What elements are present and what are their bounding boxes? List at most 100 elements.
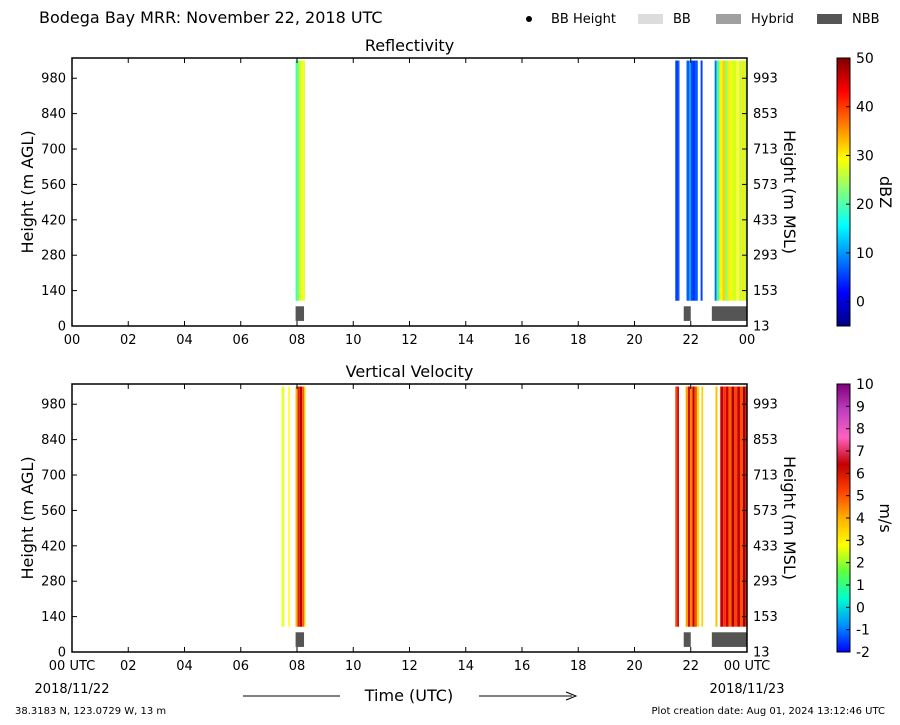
vertical-velocity-x-tick-label: 00 UTC [724, 659, 770, 674]
vertical-velocity-x-tick-label: 10 [345, 659, 362, 674]
reflectivity-data-column [736, 60, 740, 301]
vertical-velocity-data-column [694, 386, 697, 627]
vertical-velocity-nbb-marker [711, 632, 747, 647]
vertical-velocity-y-tick-label: 280 [41, 575, 66, 590]
vertical-velocity-data-column [715, 386, 718, 627]
reflectivity-data-column [686, 60, 690, 301]
reflectivity-colorbar [836, 57, 851, 327]
reflectivity-colorbar-tick-label: 0 [856, 295, 865, 311]
vertical-velocity-y-right-tick-label: 713 [753, 469, 778, 484]
reflectivity-y-tick-label: 700 [41, 143, 66, 158]
vertical-velocity-colorbar-tick-label: 1 [856, 578, 865, 594]
vertical-velocity-x-tick-label: 16 [514, 659, 531, 674]
legend-bb-height-marker [526, 16, 532, 22]
vertical-velocity-y-right-tick-label: 293 [753, 575, 778, 590]
reflectivity-data-column [714, 60, 717, 301]
vertical-velocity-y-tick-label: 0 [58, 646, 66, 661]
reflectivity-y-right-tick-label: 433 [753, 213, 778, 228]
date-start-label: 2018/11/22 [35, 682, 110, 697]
reflectivity-nbb-marker [683, 306, 691, 321]
vertical-velocity-x-tick-label: 08 [289, 659, 306, 674]
vertical-velocity-x-tick-label: 20 [626, 659, 643, 674]
creation-date-label: Plot creation date: Aug 01, 2024 13:12:4… [652, 706, 885, 717]
reflectivity-x-tick-label: 08 [289, 333, 306, 348]
vertical-velocity-data-column [701, 386, 704, 627]
reflectivity-x-tick-label: 00 [739, 333, 756, 348]
vertical-velocity-x-tick-label: 02 [120, 659, 137, 674]
vertical-velocity-y-right-tick-label: 13 [753, 646, 770, 661]
reflectivity-data-column [295, 60, 297, 301]
legend: BB Height BB Hybrid NBB [526, 12, 880, 27]
vertical-velocity-colorbar-tick-label: 5 [856, 489, 865, 505]
reflectivity-data-column [301, 60, 304, 301]
vertical-velocity-data-column [739, 386, 743, 627]
vertical-velocity-data-column [299, 386, 303, 627]
reflectivity-y-tick-label: 420 [41, 213, 66, 228]
reflectivity-y-axis-label: Height (m AGL) [18, 130, 37, 253]
reflectivity-data-column [675, 60, 679, 301]
reflectivity-data-column [693, 60, 695, 301]
reflectivity-data-column [716, 60, 720, 301]
reflectivity-data-column [297, 60, 300, 301]
reflectivity-colorbar-tick-label: 40 [856, 100, 874, 116]
vertical-velocity-data-column [737, 386, 740, 627]
vertical-velocity-data-column [720, 386, 724, 627]
legend-hybrid-swatch [716, 14, 741, 24]
reflectivity-data-column [694, 60, 698, 301]
reflectivity-y-tick-label: 560 [41, 178, 66, 193]
vertical-velocity-x-tick-label: 12 [401, 659, 418, 674]
reflectivity-data-column [722, 60, 726, 301]
reflectivity-colorbar-label: dBZ [876, 176, 895, 208]
reflectivity-x-tick-label: 10 [345, 333, 362, 348]
reflectivity-y-tick-label: 0 [58, 320, 66, 335]
vertical-velocity-colorbar-tick-label: 4 [856, 511, 865, 527]
x-axis-label: Time (UTC) [364, 686, 453, 705]
vertical-velocity-plot-frame [71, 383, 748, 653]
vertical-velocity-data-column [734, 386, 738, 627]
vertical-velocity-colorbar-tick-label: 8 [856, 422, 865, 438]
vertical-velocity-y-right-tick-label: 573 [753, 504, 778, 519]
reflectivity-y-tick-label: 140 [41, 284, 66, 299]
reflectivity-title: Reflectivity [365, 36, 454, 55]
reflectivity-data-column [678, 60, 680, 301]
vertical-velocity-y-right-tick-label: 853 [753, 433, 778, 448]
vertical-velocity-data-column [685, 386, 688, 627]
vertical-velocity-data-column [692, 386, 695, 627]
vertical-velocity-colorbar-tick-label: 9 [856, 399, 865, 415]
vertical-velocity-data-column [304, 386, 306, 627]
reflectivity-x-tick-label: 12 [401, 333, 418, 348]
reflectivity-data-column [744, 60, 747, 301]
vertical-velocity-y-right-tick-label: 433 [753, 539, 778, 554]
legend-nbb-swatch [817, 14, 842, 24]
reflectivity-colorbar-tick-label: 30 [856, 148, 874, 164]
reflectivity-x-tick-label: 04 [176, 333, 193, 348]
reflectivity-data-column [690, 60, 693, 301]
reflectivity-plot-frame [71, 57, 748, 327]
vertical-velocity-colorbar-tick-label: 2 [856, 556, 865, 572]
vertical-velocity-x-tick-label: 04 [176, 659, 193, 674]
reflectivity-y-tick-label: 840 [41, 107, 66, 122]
location-label: 38.3183 N, 123.0729 W, 13 m [15, 706, 166, 717]
vertical-velocity-y-tick-label: 980 [41, 398, 66, 413]
legend-bb-swatch [638, 14, 663, 24]
arrow-head [565, 691, 578, 701]
vertical-velocity-colorbar-tick-label: 3 [856, 533, 865, 549]
reflectivity-x-tick-label: 06 [232, 333, 249, 348]
reflectivity-data-column [303, 60, 305, 301]
vertical-velocity-data-column [696, 386, 700, 627]
vertical-velocity-data-column [731, 386, 735, 627]
vertical-velocity-colorbar-tick-label: 0 [856, 600, 865, 616]
reflectivity-y-right-tick-label: 713 [753, 143, 778, 158]
reflectivity-data-column [700, 60, 703, 301]
vertical-velocity-x-tick-label: 06 [232, 659, 249, 674]
reflectivity-y-tick-label: 980 [41, 72, 66, 87]
reflectivity-y-right-tick-label: 293 [753, 249, 778, 264]
reflectivity-x-tick-label: 20 [626, 333, 643, 348]
reflectivity-colorbar-tick-label: 10 [856, 246, 874, 262]
reflectivity-data-column [739, 60, 742, 301]
reflectivity-x-tick-label: 14 [457, 333, 474, 348]
vertical-velocity-colorbar-tick-label: -1 [856, 623, 870, 639]
reflectivity-data-column [689, 60, 691, 301]
reflectivity-x-tick-label: 16 [514, 333, 531, 348]
